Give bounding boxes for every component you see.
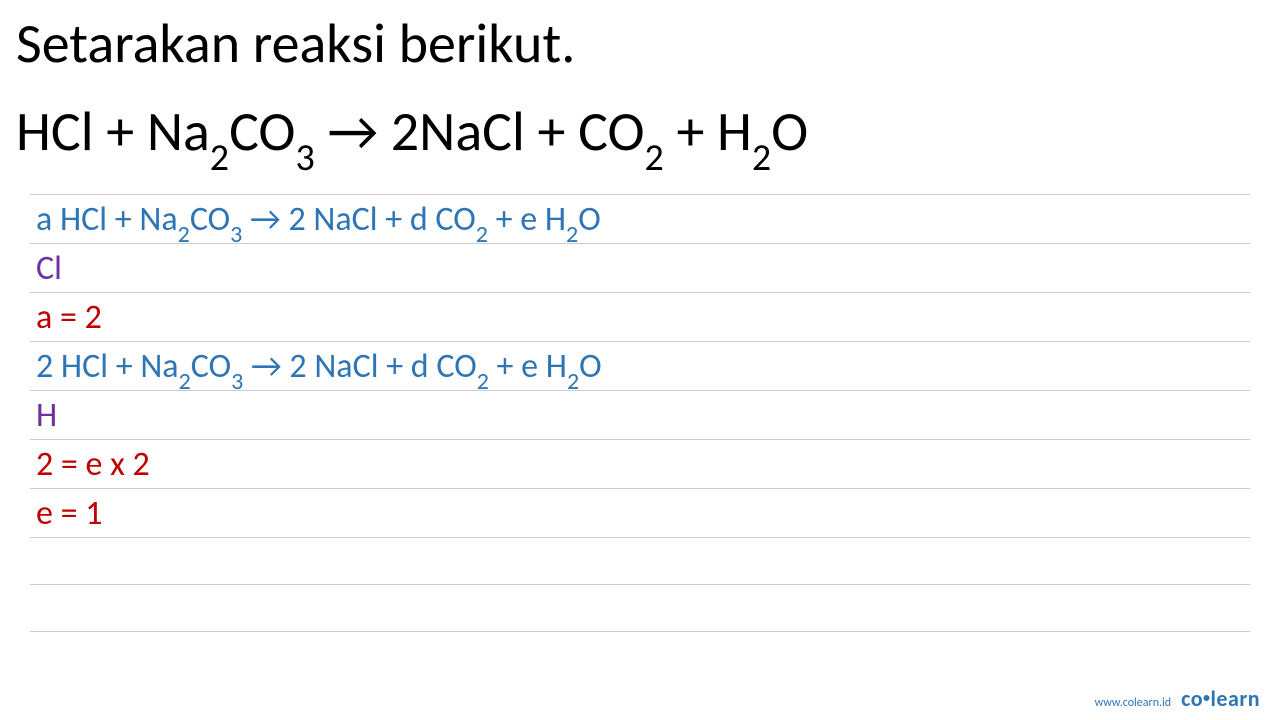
- chem-text: 2 HCl + Na: [36, 346, 179, 387]
- chem-sub: 2: [566, 220, 578, 249]
- chem-text: + e H: [488, 199, 566, 240]
- chem-text: → 2 NaCl + d CO: [242, 199, 475, 240]
- brand-left: co: [1181, 685, 1203, 712]
- chem-text: CO: [191, 346, 231, 387]
- chem-text: O: [579, 346, 602, 387]
- empty-line: [30, 537, 1250, 585]
- chem-sub: 2: [178, 220, 190, 249]
- chem-sub: 3: [230, 220, 242, 249]
- element-label: H: [36, 395, 57, 436]
- eq-sub: 2: [752, 135, 771, 181]
- empty-line: [30, 584, 1250, 632]
- coeff-value: e = 1: [36, 493, 102, 534]
- brand-dot: •: [1203, 689, 1210, 706]
- step-line-4: 2 HCl + Na2CO3 → 2 NaCl + d CO2 + e H2O: [30, 341, 1250, 391]
- chem-text: CO: [190, 199, 230, 240]
- element-label: Cl: [36, 248, 62, 289]
- coeff-equation: 2 = e x 2: [36, 444, 150, 485]
- step-line-1: a HCl + Na2CO3 → 2 NaCl + d CO2 + e H2O: [30, 194, 1250, 244]
- brand-logo: co•learn: [1181, 685, 1260, 712]
- footer-url: www.colearn.id: [1095, 696, 1171, 710]
- step-line-3: a = 2: [30, 292, 1250, 342]
- brand-right: learn: [1211, 685, 1260, 712]
- step-line-7: e = 1: [30, 488, 1250, 538]
- step-line-2: Cl: [30, 243, 1250, 293]
- chem-text: O: [578, 199, 601, 240]
- chem-text: → 2 NaCl + d CO: [243, 346, 476, 387]
- eq-sub: 2: [210, 135, 229, 181]
- work-area: a HCl + Na2CO3 → 2 NaCl + d CO2 + e H2O …: [30, 194, 1250, 632]
- eq-part: + H: [664, 98, 752, 166]
- chem-sub: 2: [179, 367, 191, 396]
- chem-sub: 3: [231, 367, 243, 396]
- eq-part: O: [771, 98, 808, 166]
- coeff-value: a = 2: [36, 297, 102, 338]
- eq-part: → 2NaCl + CO: [315, 98, 645, 166]
- main-equation: HCl + Na2CO3 → 2NaCl + CO2 + H2O: [0, 78, 1280, 173]
- chem-text: + e H: [489, 346, 567, 387]
- eq-sub: 2: [645, 135, 664, 181]
- step-line-6: 2 = e x 2: [30, 439, 1250, 489]
- chem-sub: 2: [476, 220, 488, 249]
- chem-sub: 2: [567, 367, 579, 396]
- eq-sub: 3: [296, 135, 315, 181]
- chem-text: a HCl + Na: [36, 199, 178, 240]
- title: Setarakan reaksi berikut.: [0, 0, 1280, 78]
- step-line-5: H: [30, 390, 1250, 440]
- footer: www.colearn.id co•learn: [1095, 685, 1260, 712]
- eq-part: HCl + Na: [16, 98, 210, 166]
- eq-part: CO: [229, 98, 295, 166]
- chem-sub: 2: [477, 367, 489, 396]
